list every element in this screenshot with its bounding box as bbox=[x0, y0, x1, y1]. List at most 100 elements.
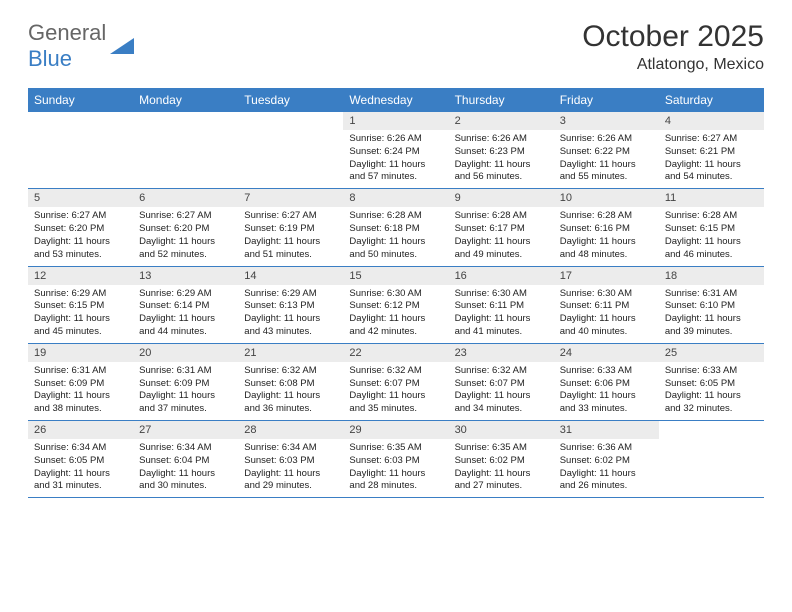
daylight-text: Daylight: 11 hours and 54 minutes. bbox=[665, 159, 758, 185]
day-number: 27 bbox=[133, 421, 238, 439]
calendar-cell bbox=[659, 421, 764, 497]
calendar-cell: 23Sunrise: 6:32 AMSunset: 6:07 PMDayligh… bbox=[449, 344, 554, 420]
sunrise-text: Sunrise: 6:28 AM bbox=[455, 210, 548, 223]
daylight-text: Daylight: 11 hours and 30 minutes. bbox=[139, 468, 232, 494]
logo: General Blue bbox=[28, 20, 134, 72]
sunset-text: Sunset: 6:05 PM bbox=[34, 455, 127, 468]
sunset-text: Sunset: 6:05 PM bbox=[665, 378, 758, 391]
day-detail: Sunrise: 6:36 AMSunset: 6:02 PMDaylight:… bbox=[554, 439, 659, 497]
sunset-text: Sunset: 6:17 PM bbox=[455, 223, 548, 236]
sunset-text: Sunset: 6:23 PM bbox=[455, 146, 548, 159]
sunset-text: Sunset: 6:20 PM bbox=[34, 223, 127, 236]
day-number: 31 bbox=[554, 421, 659, 439]
sunrise-text: Sunrise: 6:26 AM bbox=[349, 133, 442, 146]
day-number: 8 bbox=[343, 189, 448, 207]
day-detail: Sunrise: 6:33 AMSunset: 6:06 PMDaylight:… bbox=[554, 362, 659, 420]
day-detail: Sunrise: 6:31 AMSunset: 6:09 PMDaylight:… bbox=[28, 362, 133, 420]
day-detail: Sunrise: 6:35 AMSunset: 6:02 PMDaylight:… bbox=[449, 439, 554, 497]
calendar-cell: 16Sunrise: 6:30 AMSunset: 6:11 PMDayligh… bbox=[449, 267, 554, 343]
daylight-text: Daylight: 11 hours and 40 minutes. bbox=[560, 313, 653, 339]
day-detail: Sunrise: 6:34 AMSunset: 6:03 PMDaylight:… bbox=[238, 439, 343, 497]
calendar-cell: 2Sunrise: 6:26 AMSunset: 6:23 PMDaylight… bbox=[449, 112, 554, 188]
title-block: October 2025 Atlatongo, Mexico bbox=[582, 20, 764, 74]
sunset-text: Sunset: 6:09 PM bbox=[34, 378, 127, 391]
sunrise-text: Sunrise: 6:32 AM bbox=[349, 365, 442, 378]
daylight-text: Daylight: 11 hours and 49 minutes. bbox=[455, 236, 548, 262]
daylight-text: Daylight: 11 hours and 33 minutes. bbox=[560, 390, 653, 416]
day-detail: Sunrise: 6:33 AMSunset: 6:05 PMDaylight:… bbox=[659, 362, 764, 420]
day-number: 28 bbox=[238, 421, 343, 439]
sunrise-text: Sunrise: 6:27 AM bbox=[139, 210, 232, 223]
daylight-text: Daylight: 11 hours and 39 minutes. bbox=[665, 313, 758, 339]
sunrise-text: Sunrise: 6:31 AM bbox=[34, 365, 127, 378]
daylight-text: Daylight: 11 hours and 28 minutes. bbox=[349, 468, 442, 494]
day-detail: Sunrise: 6:28 AMSunset: 6:18 PMDaylight:… bbox=[343, 207, 448, 265]
sunset-text: Sunset: 6:15 PM bbox=[665, 223, 758, 236]
sunset-text: Sunset: 6:08 PM bbox=[244, 378, 337, 391]
day-header-fri: Friday bbox=[554, 88, 659, 112]
daylight-text: Daylight: 11 hours and 26 minutes. bbox=[560, 468, 653, 494]
calendar-cell: 9 Sunrise: 6:28 AMSunset: 6:17 PMDaylight… bbox=[449, 189, 554, 265]
day-detail: Sunrise: 6:30 AMSunset: 6:12 PMDaylight:… bbox=[343, 285, 448, 343]
calendar-cell: 3Sunrise: 6:26 AMSunset: 6:22 PMDaylight… bbox=[554, 112, 659, 188]
sunrise-text: Sunrise: 6:29 AM bbox=[139, 288, 232, 301]
daylight-text: Daylight: 11 hours and 45 minutes. bbox=[34, 313, 127, 339]
day-header-wed: Wednesday bbox=[343, 88, 448, 112]
header: General Blue October 2025 Atlatongo, Mex… bbox=[0, 0, 792, 82]
day-header-tue: Tuesday bbox=[238, 88, 343, 112]
calendar-cell: 6Sunrise: 6:27 AMSunset: 6:20 PMDaylight… bbox=[133, 189, 238, 265]
sunrise-text: Sunrise: 6:27 AM bbox=[665, 133, 758, 146]
sunset-text: Sunset: 6:13 PM bbox=[244, 300, 337, 313]
day-number: 25 bbox=[659, 344, 764, 362]
sunrise-text: Sunrise: 6:33 AM bbox=[560, 365, 653, 378]
sunrise-text: Sunrise: 6:26 AM bbox=[455, 133, 548, 146]
day-header-mon: Monday bbox=[133, 88, 238, 112]
day-detail: Sunrise: 6:32 AMSunset: 6:07 PMDaylight:… bbox=[343, 362, 448, 420]
calendar-cell: 20Sunrise: 6:31 AMSunset: 6:09 PMDayligh… bbox=[133, 344, 238, 420]
day-number: 13 bbox=[133, 267, 238, 285]
week-row: 19Sunrise: 6:31 AMSunset: 6:09 PMDayligh… bbox=[28, 344, 764, 421]
day-number: 29 bbox=[343, 421, 448, 439]
sunrise-text: Sunrise: 6:30 AM bbox=[560, 288, 653, 301]
daylight-text: Daylight: 11 hours and 38 minutes. bbox=[34, 390, 127, 416]
day-detail: Sunrise: 6:27 AMSunset: 6:20 PMDaylight:… bbox=[28, 207, 133, 265]
sunset-text: Sunset: 6:16 PM bbox=[560, 223, 653, 236]
day-number: 24 bbox=[554, 344, 659, 362]
calendar-cell: 13Sunrise: 6:29 AMSunset: 6:14 PMDayligh… bbox=[133, 267, 238, 343]
sunrise-text: Sunrise: 6:32 AM bbox=[455, 365, 548, 378]
day-detail: Sunrise: 6:31 AMSunset: 6:09 PMDaylight:… bbox=[133, 362, 238, 420]
day-detail: Sunrise: 6:27 AMSunset: 6:21 PMDaylight:… bbox=[659, 130, 764, 188]
day-number: 3 bbox=[554, 112, 659, 130]
calendar-cell: 10Sunrise: 6:28 AMSunset: 6:16 PMDayligh… bbox=[554, 189, 659, 265]
sunset-text: Sunset: 6:09 PM bbox=[139, 378, 232, 391]
calendar-cell: 17Sunrise: 6:30 AMSunset: 6:11 PMDayligh… bbox=[554, 267, 659, 343]
daylight-text: Daylight: 11 hours and 32 minutes. bbox=[665, 390, 758, 416]
calendar-cell: 5Sunrise: 6:27 AMSunset: 6:20 PMDaylight… bbox=[28, 189, 133, 265]
sunset-text: Sunset: 6:07 PM bbox=[455, 378, 548, 391]
sunrise-text: Sunrise: 6:31 AM bbox=[139, 365, 232, 378]
sunset-text: Sunset: 6:06 PM bbox=[560, 378, 653, 391]
sunset-text: Sunset: 6:03 PM bbox=[244, 455, 337, 468]
sunset-text: Sunset: 6:21 PM bbox=[665, 146, 758, 159]
sunset-text: Sunset: 6:04 PM bbox=[139, 455, 232, 468]
day-number: 21 bbox=[238, 344, 343, 362]
sunset-text: Sunset: 6:22 PM bbox=[560, 146, 653, 159]
sunrise-text: Sunrise: 6:33 AM bbox=[665, 365, 758, 378]
day-detail: Sunrise: 6:30 AMSunset: 6:11 PMDaylight:… bbox=[554, 285, 659, 343]
logo-triangle-icon bbox=[110, 38, 134, 54]
day-number: 9 bbox=[449, 189, 554, 207]
daylight-text: Daylight: 11 hours and 51 minutes. bbox=[244, 236, 337, 262]
calendar-cell: 7Sunrise: 6:27 AMSunset: 6:19 PMDaylight… bbox=[238, 189, 343, 265]
daylight-text: Daylight: 11 hours and 27 minutes. bbox=[455, 468, 548, 494]
calendar-cell: 27Sunrise: 6:34 AMSunset: 6:04 PMDayligh… bbox=[133, 421, 238, 497]
sunrise-text: Sunrise: 6:28 AM bbox=[349, 210, 442, 223]
day-number: 10 bbox=[554, 189, 659, 207]
sunset-text: Sunset: 6:10 PM bbox=[665, 300, 758, 313]
day-detail: Sunrise: 6:30 AMSunset: 6:11 PMDaylight:… bbox=[449, 285, 554, 343]
sunset-text: Sunset: 6:11 PM bbox=[455, 300, 548, 313]
sunrise-text: Sunrise: 6:32 AM bbox=[244, 365, 337, 378]
daylight-text: Daylight: 11 hours and 31 minutes. bbox=[34, 468, 127, 494]
day-number: 12 bbox=[28, 267, 133, 285]
sunset-text: Sunset: 6:03 PM bbox=[349, 455, 442, 468]
calendar-cell: 31Sunrise: 6:36 AMSunset: 6:02 PMDayligh… bbox=[554, 421, 659, 497]
